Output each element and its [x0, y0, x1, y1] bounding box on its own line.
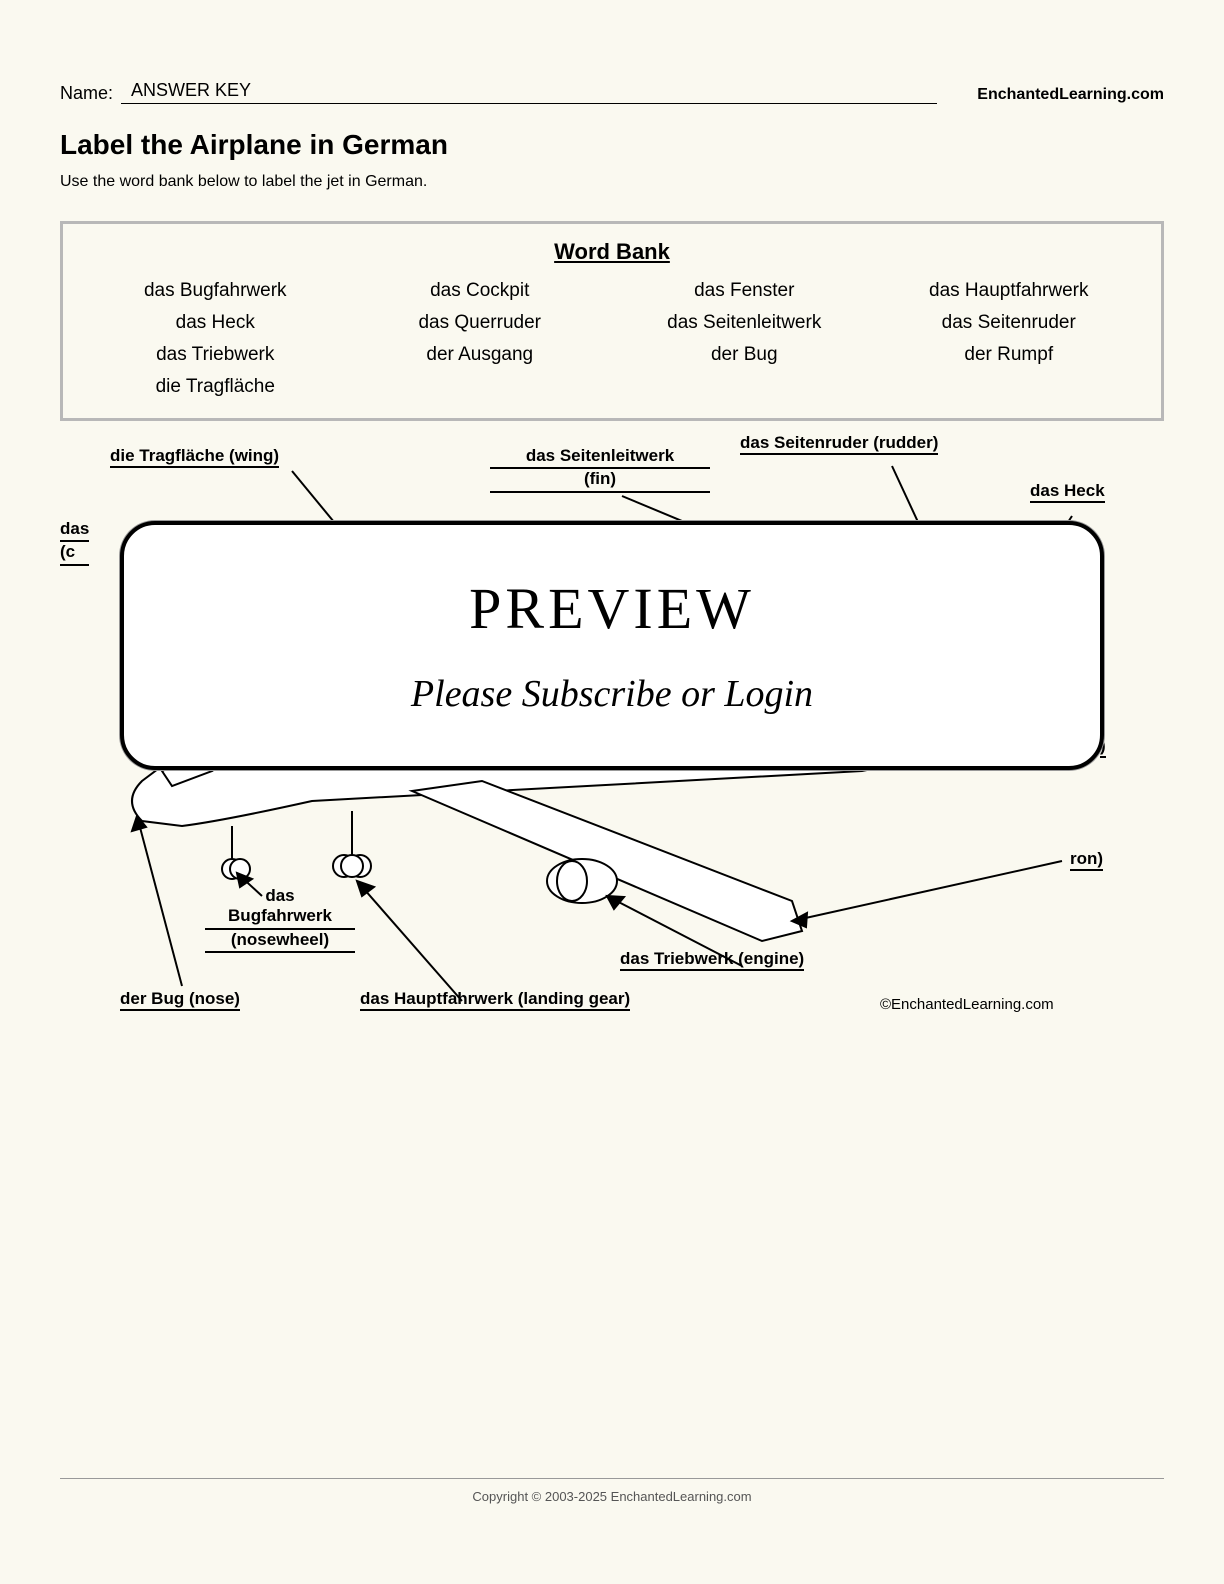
name-label: Name: — [60, 83, 113, 104]
word-bank-item: das Triebwerk — [88, 344, 343, 366]
word-bank-item: das Hauptfahrwerk — [882, 280, 1137, 302]
preview-subtitle: Please Subscribe or Login — [144, 672, 1080, 716]
airplane-diagram: die Tragfläche (wing) das Seitenleitwerk… — [60, 441, 1164, 1061]
label-fin: das Seitenleitwerk (fin) — [490, 446, 710, 493]
word-bank-item: das Seitenruder — [882, 312, 1137, 334]
word-bank-item: das Cockpit — [353, 280, 608, 302]
label-nose: der Bug (nose) — [120, 989, 240, 1009]
worksheet-page: Name: ANSWER KEY EnchantedLearning.com L… — [0, 0, 1224, 1101]
word-bank-box: Word Bank das Bugfahrwerk das Cockpit da… — [60, 221, 1164, 421]
site-brand: EnchantedLearning.com — [977, 86, 1164, 104]
preview-overlay: PREVIEW Please Subscribe or Login — [120, 521, 1104, 770]
word-bank-title: Word Bank — [88, 239, 1136, 265]
label-cockpit: das (c — [60, 519, 89, 566]
label-wing: die Tragfläche (wing) — [110, 446, 279, 466]
word-bank-item: das Fenster — [617, 280, 872, 302]
word-bank-item: die Tragfläche — [88, 376, 343, 398]
label-heck: das Heck — [1030, 481, 1105, 501]
label-aileron: ron) — [1070, 849, 1103, 869]
preview-title: PREVIEW — [144, 575, 1080, 642]
word-bank-item: das Querruder — [353, 312, 608, 334]
label-rudder: das Seitenruder (rudder) — [740, 433, 938, 453]
label-engine: das Triebwerk (engine) — [620, 949, 804, 969]
word-bank-item: der Rumpf — [882, 344, 1137, 366]
footer-copyright: Copyright © 2003-2025 EnchantedLearning.… — [60, 1478, 1164, 1504]
word-bank-item: der Ausgang — [353, 344, 608, 366]
answer-key-text: ANSWER KEY — [121, 80, 937, 104]
word-bank-item: das Heck — [88, 312, 343, 334]
label-landing-gear: das Hauptfahrwerk (landing gear) — [360, 989, 630, 1009]
word-bank-item: das Seitenleitwerk — [617, 312, 872, 334]
word-bank-grid: das Bugfahrwerk das Cockpit das Fenster … — [88, 280, 1136, 398]
instructions-text: Use the word bank below to label the jet… — [60, 173, 1164, 191]
diagram-copyright: ©EnchantedLearning.com — [880, 996, 1054, 1013]
page-title: Label the Airplane in German — [60, 129, 1164, 161]
page-footer: Copyright © 2003-2025 EnchantedLearning.… — [0, 1478, 1224, 1504]
label-nosewheel: das Bugfahrwerk (nosewheel) — [205, 886, 355, 953]
word-bank-item: der Bug — [617, 344, 872, 366]
word-bank-item: das Bugfahrwerk — [88, 280, 343, 302]
header-row: Name: ANSWER KEY EnchantedLearning.com — [60, 80, 1164, 104]
